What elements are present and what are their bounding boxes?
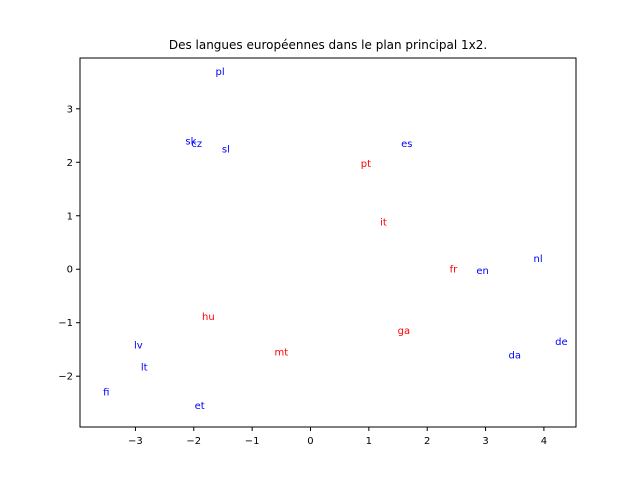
x-tick-label: 2: [424, 436, 430, 447]
y-tick-label: 1: [67, 211, 73, 222]
point-label-sk: sk: [185, 136, 196, 147]
point-label-it: it: [380, 218, 387, 229]
point-label-ga: ga: [398, 326, 410, 337]
y-tick-label: −1: [58, 318, 73, 329]
point-label-mt: mt: [274, 348, 288, 359]
x-tick-label: −3: [128, 436, 143, 447]
y-tick-label: 0: [67, 265, 73, 276]
x-axis-ticks: −3 −2 −1 0 1 2 3 4: [128, 427, 547, 447]
point-label-fr: fr: [450, 265, 459, 276]
point-label-lt: lt: [141, 363, 148, 374]
point-label-pl: pl: [215, 67, 224, 78]
point-label-cz: cz: [191, 139, 202, 150]
point-label-hu: hu: [202, 312, 215, 323]
point-label-lv: lv: [134, 341, 143, 352]
y-tick-label: 2: [67, 158, 73, 169]
point-label-sl: sl: [222, 144, 230, 155]
y-tick-label: 3: [67, 104, 73, 115]
x-tick-label: −1: [245, 436, 260, 447]
x-tick-label: 4: [541, 436, 547, 447]
y-tick-label: −2: [58, 372, 73, 383]
point-label-nl: nl: [534, 254, 543, 265]
plot-area: [79, 57, 577, 428]
x-tick-label: 1: [366, 436, 372, 447]
x-tick-label: −2: [186, 436, 201, 447]
point-label-pt: pt: [361, 159, 371, 170]
chart-title: Des langues européennes dans le plan pri…: [169, 38, 487, 52]
point-label-es: es: [401, 139, 412, 150]
y-axis-ticks: −2 −1 0 1 2 3: [58, 104, 80, 383]
point-label-en: en: [476, 266, 489, 277]
point-label-de: de: [555, 337, 568, 348]
point-label-fi: fi: [103, 388, 109, 399]
axes-frame: [79, 57, 577, 428]
point-label-da: da: [508, 350, 520, 361]
x-tick-label: 3: [482, 436, 488, 447]
point-label-et: et: [195, 401, 205, 412]
x-tick-label: 0: [307, 436, 313, 447]
